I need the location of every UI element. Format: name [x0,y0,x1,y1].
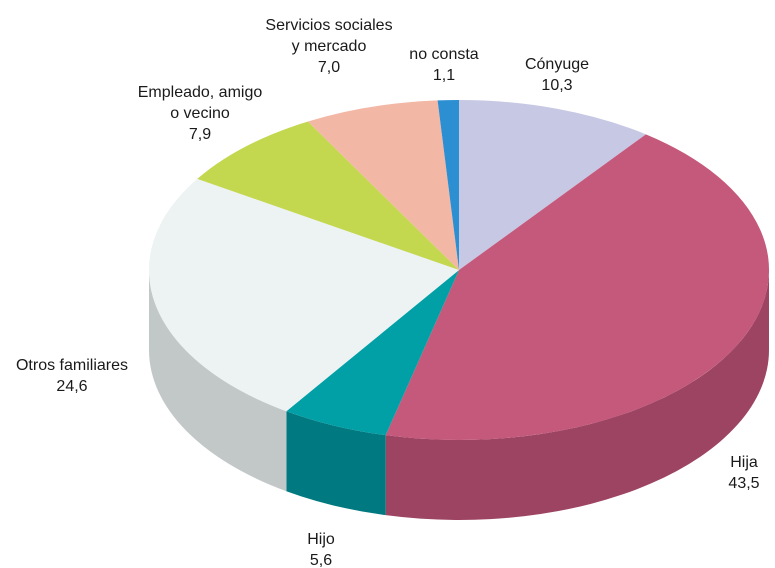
pie-label-hijo: Hijo 5,6 [307,531,335,568]
pie-category-label: Empleado, amigo [138,84,263,101]
pie-value-label: 43,5 [728,475,759,492]
pie-label-hija: Hija 43,5 [728,454,759,492]
pie-value-label: 7,0 [318,59,340,76]
pie-slice-hijo [286,270,459,436]
pie-slice-conyuge [459,100,646,270]
pie-slice-hija [385,134,770,441]
pie-value-label: 5,6 [310,552,332,568]
pie-label-conyuge: Cónyuge 10,3 [525,56,589,94]
pie-label-no-consta: no consta 1,1 [409,46,478,84]
pie-side-hijo [286,411,386,516]
pie-label-servicios-sociales: Servicios sociales y mercado 7,0 [265,17,392,76]
pie-label-otros-familiares: Otros familiares 24,6 [16,357,128,395]
pie-category-label: Hija [730,454,758,471]
pie-slice-empleado-amigo [197,121,459,270]
pie-value-label: 24,6 [56,378,87,395]
pie-side-otros-familiares [149,270,287,492]
pie-slice-no-consta [437,100,459,270]
pie-label-empleado-amigo: Empleado, amigo o vecino 7,9 [138,84,263,143]
pie-category-label: Hijo [307,531,335,548]
pie-value-label: 7,9 [189,126,211,143]
pie-side-hija [385,270,769,521]
pie-category-label: y mercado [292,38,367,55]
pie-slice-servicios-sociales [307,100,459,270]
pie-category-label: o vecino [170,105,230,122]
pie-sides [149,270,769,521]
pie-slice-otros-familiares [149,178,459,412]
pie-category-label: no consta [409,46,478,63]
pie-category-label: Servicios sociales [265,17,392,34]
pie-slices [149,100,770,441]
pie-category-label: Otros familiares [16,357,128,374]
pie-labels: Cónyuge 10,3 Hija 43,5 Hijo 5,6 Otros familiar… [16,17,760,568]
pie-value-label: 1,1 [433,67,455,84]
pie-value-label: 10,3 [541,77,572,94]
pie-category-label: Cónyuge [525,56,589,73]
